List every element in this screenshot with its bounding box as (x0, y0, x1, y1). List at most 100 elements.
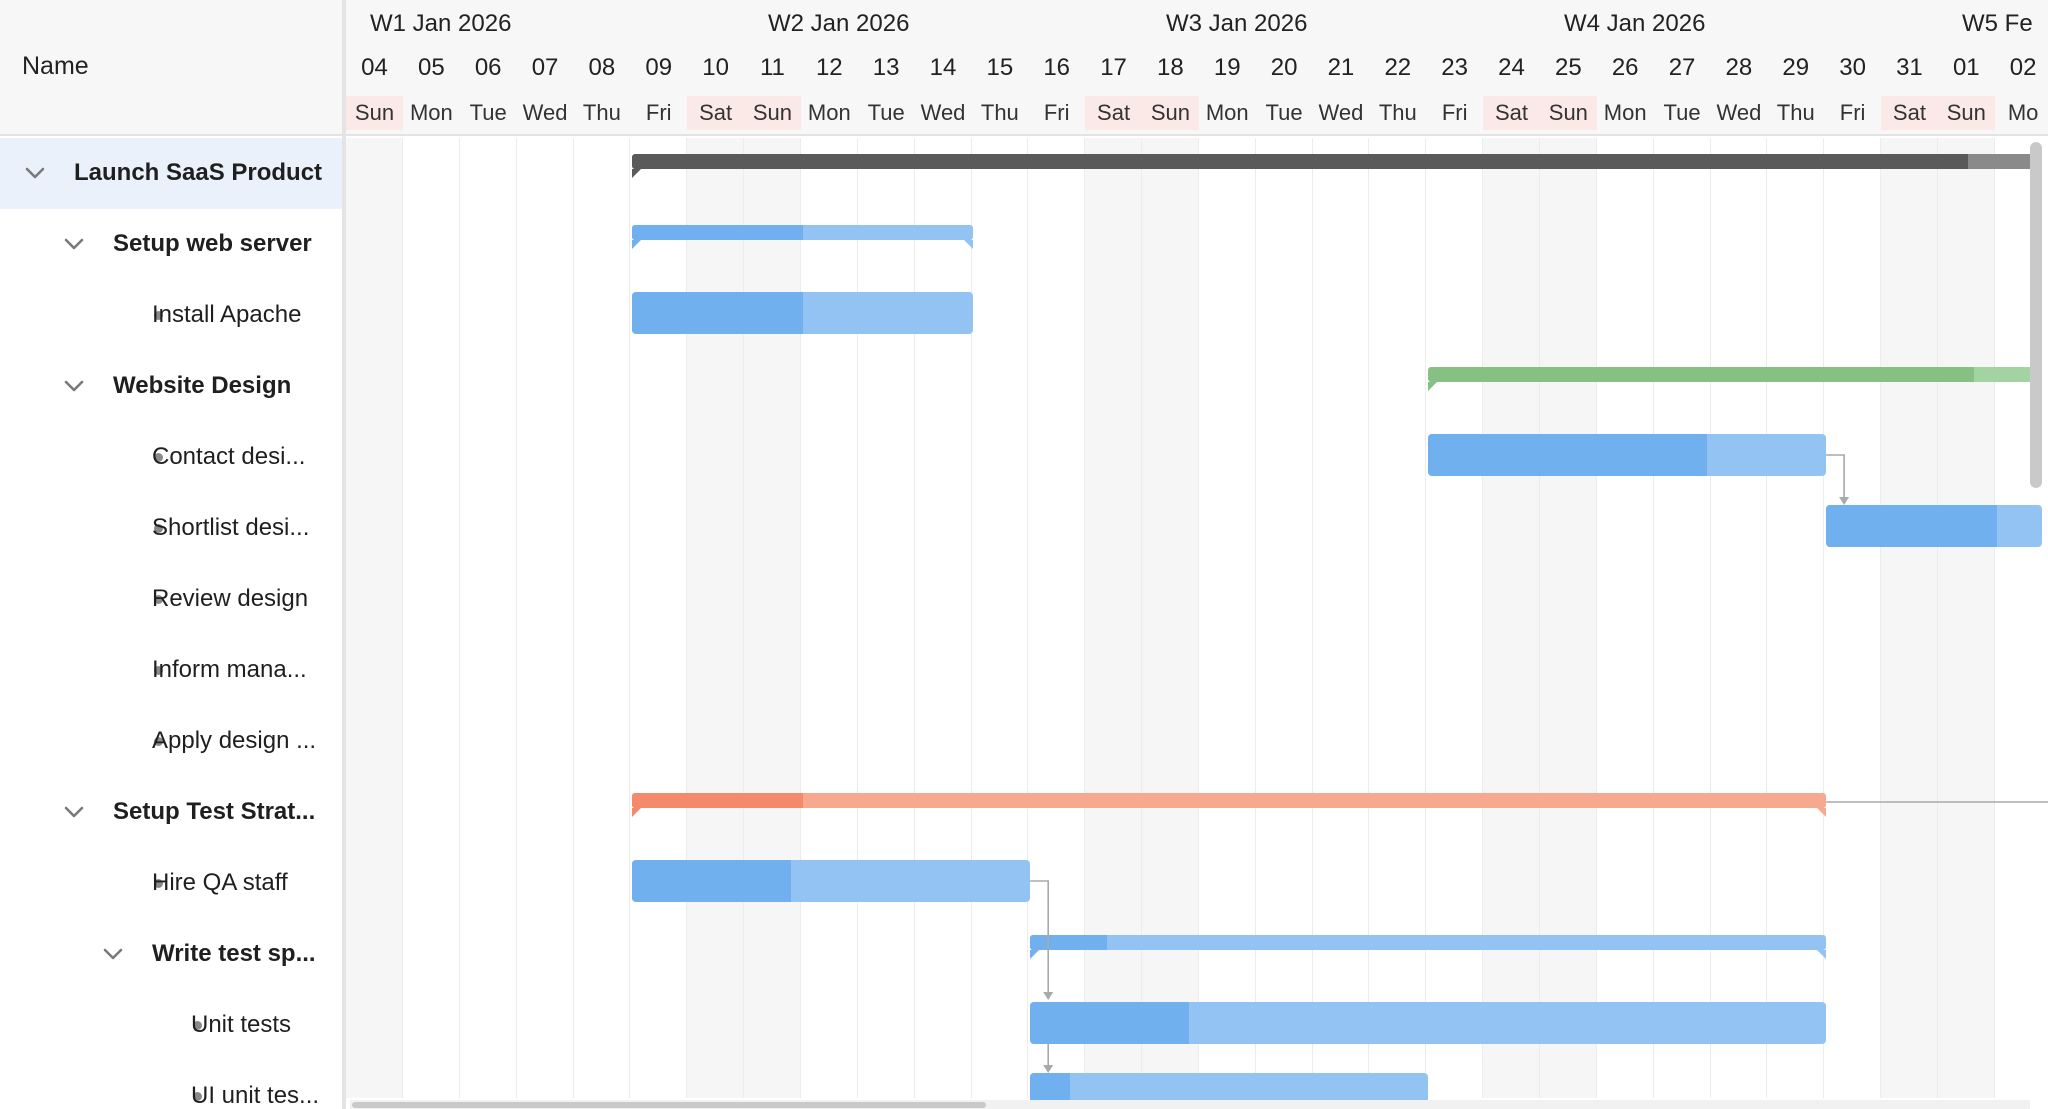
day-number: 24 (1498, 54, 1525, 81)
task-row[interactable]: Website Design (0, 351, 342, 422)
chevron-down-icon[interactable] (100, 941, 126, 967)
horizontal-scrollbar[interactable] (352, 1102, 986, 1108)
task-row[interactable]: UI unit tes... (0, 1061, 342, 1109)
task-bar[interactable] (632, 292, 974, 334)
task-row[interactable]: Unit tests (0, 990, 342, 1061)
task-row[interactable]: Apply design ... (0, 706, 342, 777)
day-number: 22 (1384, 54, 1412, 81)
task-row[interactable]: Review design (0, 564, 342, 635)
day-number: 11 (759, 54, 785, 81)
day-name: Thu (1378, 100, 1417, 125)
day-name: Fri (1043, 100, 1070, 125)
day-number: 01 (1952, 54, 1980, 81)
progress-fill (1826, 505, 1997, 547)
day-number: 18 (1157, 54, 1184, 81)
task-row[interactable]: Setup Test Strat... (0, 777, 342, 848)
task-row[interactable]: Hire QA staff (0, 848, 342, 919)
dependency-arrow-icon (1043, 992, 1054, 1000)
task-bar[interactable] (1428, 434, 1827, 476)
bullet-icon (154, 453, 163, 462)
day-name: Wed (1318, 100, 1364, 125)
day-number: 08 (588, 54, 616, 81)
summary-bar[interactable] (1030, 935, 1827, 950)
summary-bar[interactable] (632, 225, 974, 240)
day-name: Mon (1205, 100, 1249, 125)
task-name: Hire QA staff (152, 869, 288, 896)
task-name: Apply design ... (152, 727, 317, 754)
bullet-icon (154, 737, 163, 746)
grid-splitter[interactable] (342, 0, 346, 1109)
dependency-arrow-icon (1839, 497, 1850, 505)
summary-tip-icon (632, 169, 642, 178)
week-label: W5 Fe (1962, 10, 2033, 37)
day-name: Mon (1603, 100, 1647, 125)
task-name: UI unit tes... (191, 1082, 320, 1109)
day-number: 02 (2009, 54, 2037, 81)
day-number: 30 (1839, 54, 1866, 81)
day-column (1767, 138, 1825, 1098)
task-row[interactable]: Write test sp... (0, 919, 342, 990)
dependency-arrow-icon (1043, 1065, 1054, 1073)
task-row[interactable]: Launch SaaS Product (0, 138, 342, 209)
task-bar[interactable] (1030, 1002, 1827, 1044)
progress-fill (1968, 154, 2043, 169)
task-name: Contact desi... (152, 443, 306, 470)
task-row[interactable]: Setup web server (0, 209, 342, 280)
day-name: Fri (1839, 100, 1866, 125)
day-column (801, 138, 858, 1098)
day-column (517, 138, 574, 1098)
day-name: Tue (1265, 100, 1303, 125)
progress-fill (632, 793, 803, 808)
summary-tip-icon (964, 240, 974, 249)
day-name: Sun (1539, 96, 1597, 130)
chevron-down-icon[interactable] (22, 160, 48, 186)
task-name: Website Design (113, 372, 292, 399)
day-number: 14 (929, 54, 957, 81)
day-name: Tue (867, 100, 905, 125)
task-row[interactable]: Inform mana... (0, 635, 342, 706)
task-row[interactable]: Install Apache (0, 280, 342, 351)
task-name: Shortlist desi... (152, 514, 310, 541)
day-number: 05 (417, 54, 445, 81)
day-number: 13 (872, 54, 900, 81)
day-name: Sat (1880, 96, 1938, 130)
vertical-scrollbar[interactable] (2030, 142, 2042, 488)
task-bar[interactable] (1826, 505, 2043, 547)
progress-fill (632, 292, 803, 334)
task-row[interactable]: Shortlist desi... (0, 493, 342, 564)
bullet-icon (154, 311, 163, 320)
day-name: Thu (980, 100, 1019, 125)
day-name: Thu (582, 100, 621, 125)
name-column-header[interactable]: Name (22, 52, 89, 80)
day-column (1426, 138, 1484, 1098)
day-name: Sat (1483, 96, 1540, 130)
task-bar[interactable] (632, 860, 1031, 902)
day-name: Sun (1937, 96, 1995, 130)
task-name: Inform mana... (152, 656, 307, 683)
summary-bar[interactable] (1428, 367, 2043, 382)
horizontal-scrollbar-track (350, 1100, 2030, 1109)
summary-bar[interactable] (632, 154, 2043, 169)
task-name: Review design (152, 585, 309, 612)
progress-fill (1428, 434, 1707, 476)
week-label: W3 Jan 2026 (1166, 10, 1308, 37)
task-grid: Name Launch SaaS Product Setup web server… (0, 0, 342, 1109)
summary-bar[interactable] (632, 793, 1827, 808)
summary-tip-icon (1817, 950, 1827, 959)
chevron-down-icon[interactable] (61, 373, 87, 399)
bullet-icon (193, 1021, 202, 1030)
day-name: Mon (807, 100, 851, 125)
summary-tip-icon (632, 808, 642, 817)
day-name: Tue (469, 100, 507, 125)
chevron-down-icon[interactable] (61, 799, 87, 825)
task-name: Unit tests (191, 1011, 292, 1038)
day-name: Mon (409, 100, 453, 125)
day-number: 10 (702, 54, 729, 81)
day-column (630, 138, 688, 1098)
day-number: 17 (1100, 54, 1127, 81)
chevron-down-icon[interactable] (61, 231, 87, 257)
day-name: Mo (2007, 100, 2039, 125)
task-row[interactable]: Contact desi... (0, 422, 342, 493)
day-column (1880, 138, 1938, 1098)
